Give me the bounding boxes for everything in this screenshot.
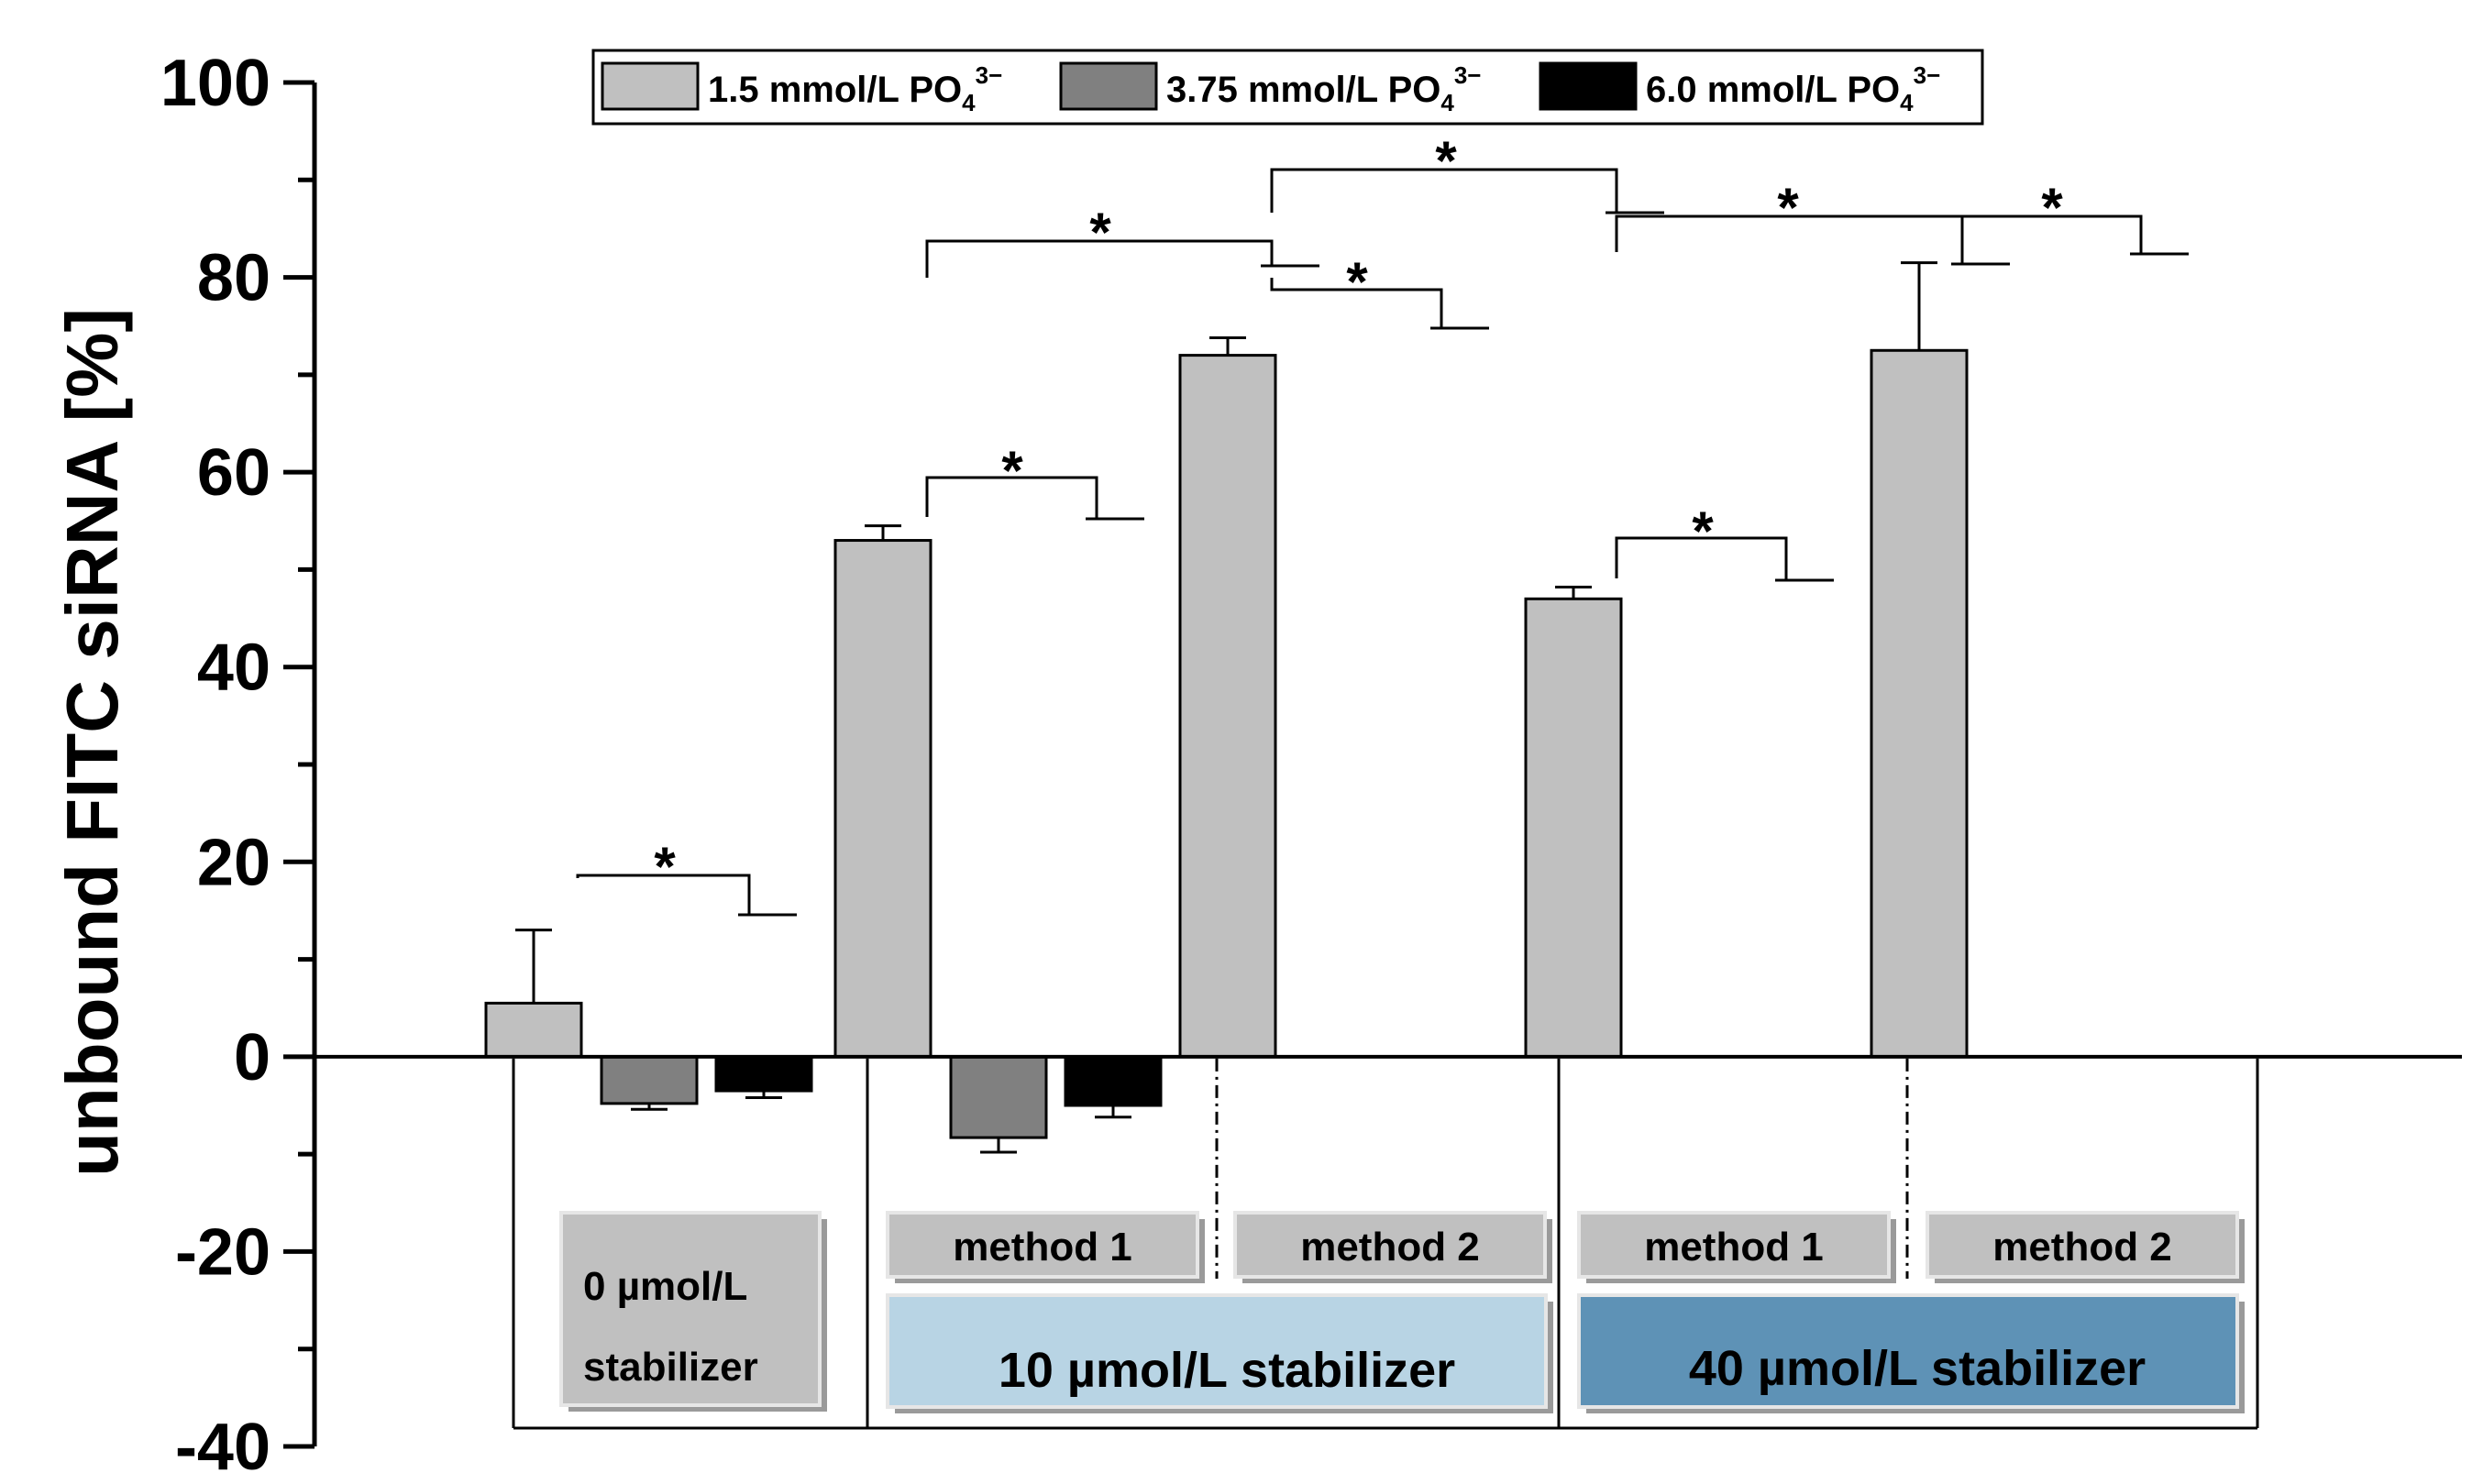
y-tick-label: 80 [197,242,270,315]
bracket-line [1270,278,1443,328]
legend-label-3: 6.0 mmol/L PO43− [1646,61,1940,116]
legend-frame [591,49,1984,126]
significance-bracket: * [925,202,1319,278]
stabilizer-10-box: 10 µmol/L stabilizer [886,1293,1553,1413]
bracket-line [925,476,1098,519]
method-2-40-face [1926,1211,2239,1279]
method-2-40-label: method 2 [1992,1225,2172,1270]
method-2-10-face [1233,1211,1547,1279]
method-1-10-face [886,1211,1199,1279]
stabilizer-40-face [1577,1293,2239,1409]
significance-bracket: * [576,836,797,917]
bar [1870,348,1969,1059]
y-tick-label: -20 [175,1215,270,1289]
error-bars [515,261,1937,1154]
stabilizer-0-face [559,1211,822,1407]
bar [949,1055,1048,1139]
stabilizer-0-line-1: 0 µmol/L [583,1264,747,1309]
bar [600,1055,699,1105]
method-1-40-face [1577,1211,1891,1279]
significance-brackets: * * * * * * * * [576,130,2189,917]
stabilizer-0-line-2: stabilizer [583,1345,758,1390]
y-tick-label: 100 [160,47,270,120]
significance-bracket: * [1960,177,2189,264]
bar [1524,597,1623,1059]
significance-star: * [1346,251,1368,313]
method-1-40-label: method 1 [1644,1225,1824,1270]
y-tick-label: 40 [197,632,270,705]
legend-label-2: 3.75 mmol/L PO43− [1166,61,1482,116]
significance-bracket: * [925,440,1144,521]
bar [1064,1055,1163,1107]
significance-star: * [1089,202,1111,263]
bar [484,1001,583,1059]
bar [1178,354,1277,1059]
y-tick-label: 20 [197,826,270,899]
stabilizer-40-label: 40 µmol/L stabilizer [1689,1341,2146,1396]
y-tick-label: 60 [197,436,270,510]
method-1-10-label: method 1 [953,1225,1132,1270]
stabilizer-0-box: 0 µmol/L stabilizer [559,1211,827,1412]
legend: 1.5 mmol/L PO43− 3.75 mmol/L PO43− 6.0 m… [591,49,1984,126]
legend-label-1: 1.5 mmol/L PO43− [708,61,1002,116]
method-2-10-label: method 2 [1300,1225,1480,1270]
significance-bracket: * [1270,251,1489,330]
stabilizer-10-label: 10 µmol/L stabilizer [999,1343,1455,1398]
significance-star: * [654,836,676,897]
stabilizer-10-face [886,1293,1548,1409]
stabilizer-40-box: 40 µmol/L stabilizer [1577,1293,2245,1413]
method-1-40-box: method 1 [1577,1211,1896,1283]
axes: -40 -20 0 20 40 60 80 100 [160,47,2462,1484]
legend-swatch-2 [1059,61,1158,111]
significance-bracket: * [1615,177,2010,266]
method-2-10-box: method 2 [1233,1211,1552,1283]
significance-star: * [1777,177,1799,238]
y-axis-title: unbound FITC siRNA [%] [51,308,133,1177]
y-tick-label: 0 [234,1021,270,1094]
method-2-40-box: method 2 [1926,1211,2245,1283]
bar [833,539,933,1059]
significance-star: * [2041,177,2063,238]
significance-bracket: * [1615,500,1834,582]
group-labels: 0 µmol/L stabilizer method 1 method 2 me… [559,1211,2245,1413]
bracket-line [1615,536,1788,580]
y-tick-label: -40 [175,1411,270,1484]
bracket-line [576,874,751,915]
method-1-10-box: method 1 [886,1211,1205,1283]
group-boxes [512,1058,2259,1430]
bars [484,348,1969,1139]
significance-star: * [1435,130,1457,192]
legend-swatch-3 [1539,61,1638,111]
bar [714,1055,813,1093]
bracket-line [1960,214,2143,264]
legend-swatch-1 [601,61,700,111]
significance-bracket: * [1270,130,1664,214]
significance-star: * [1001,440,1023,501]
significance-star: * [1692,500,1714,562]
bracket-line [925,239,1274,278]
bracket-line [1270,168,1618,213]
